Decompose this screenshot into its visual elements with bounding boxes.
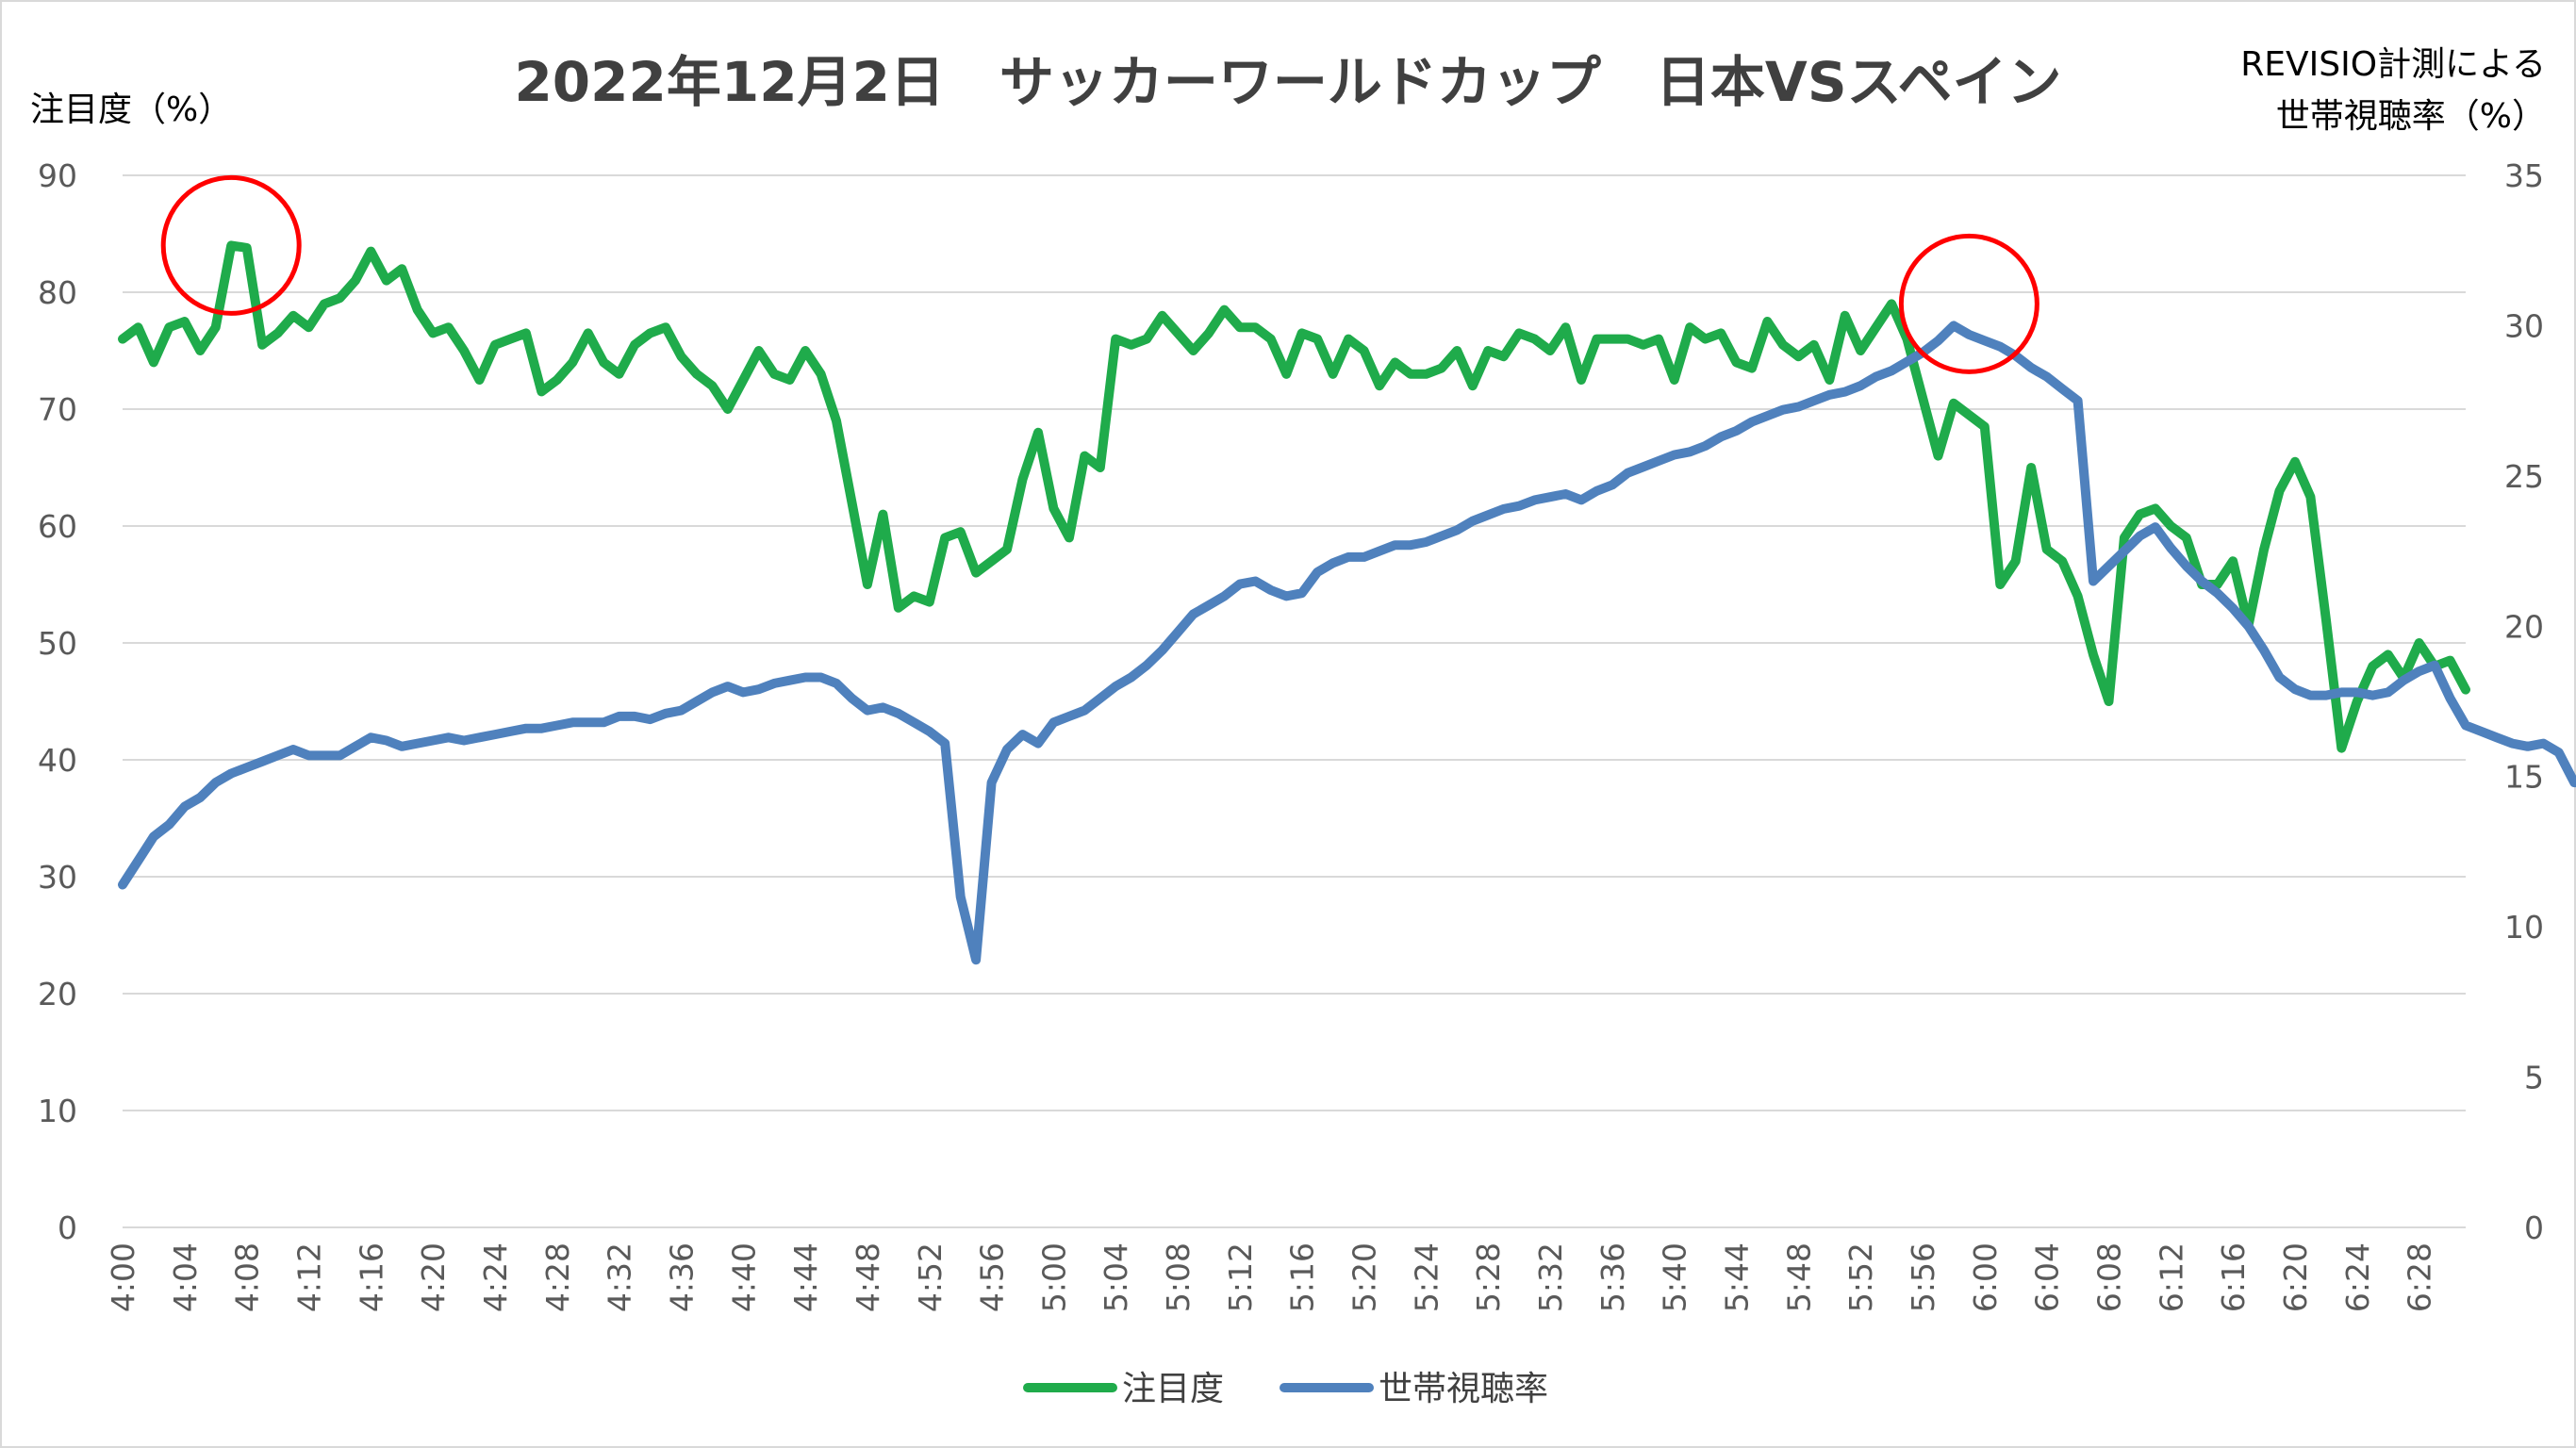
x-tick-label: 5:32 — [1532, 1242, 1569, 1312]
left-axis-ticks: 0 10 20 30 40 50 60 70 80 90 — [38, 157, 77, 1246]
x-tick-label: 6:28 — [2402, 1242, 2438, 1312]
y-left-tick-label: 0 — [58, 1209, 77, 1246]
x-tick-label: 6:04 — [2029, 1242, 2066, 1312]
y-right-tick-label: 5 — [2524, 1060, 2544, 1096]
x-tick-label: 4:56 — [974, 1242, 1011, 1312]
x-tick-label: 4:12 — [290, 1242, 327, 1312]
series-layer — [118, 240, 2576, 965]
x-tick-label: 4:36 — [663, 1242, 700, 1312]
legend: 注目度 世帯視聴率 — [1023, 1370, 1548, 1408]
y-right-tick-label: 35 — [2504, 157, 2544, 194]
grid-layer — [123, 174, 2466, 1228]
annotation-layer — [160, 174, 2039, 374]
y-right-tick-label: 25 — [2504, 458, 2544, 495]
y-right-tick-label: 0 — [2524, 1209, 2544, 1246]
y-left-tick-label: 60 — [38, 508, 77, 545]
x-tick-label: 5:00 — [1035, 1242, 1072, 1312]
x-tick-label: 4:16 — [353, 1242, 389, 1312]
x-tick-label: 4:28 — [539, 1242, 576, 1312]
x-tick-label: 5:24 — [1408, 1242, 1445, 1312]
y-left-tick-label: 50 — [38, 625, 77, 662]
x-tick-label: 5:28 — [1470, 1242, 1507, 1312]
x-tick-label: 4:40 — [725, 1242, 762, 1312]
right-axis-title-line2: 世帯視聴率（%） — [2276, 97, 2546, 136]
x-tick-label: 5:36 — [1594, 1242, 1631, 1312]
right-axis-ticks: 0 5 10 15 20 25 30 35 — [2504, 157, 2544, 1246]
legend-label-rating: 世帯視聴率 — [1379, 1370, 1548, 1408]
x-tick-label: 4:32 — [602, 1242, 638, 1312]
x-tick-label: 5:52 — [1842, 1242, 1879, 1312]
y-left-tick-label: 20 — [38, 976, 77, 1012]
y-left-tick-label: 70 — [38, 391, 77, 428]
x-tick-label: 5:12 — [1222, 1242, 1259, 1312]
x-tick-label: 4:24 — [477, 1242, 514, 1312]
x-tick-label: 5:40 — [1657, 1242, 1693, 1312]
left-axis-title: 注目度（%） — [30, 90, 232, 129]
x-tick-label: 5:48 — [1780, 1242, 1817, 1312]
x-tick-label: 4:52 — [912, 1242, 949, 1312]
legend-label-attention: 注目度 — [1122, 1370, 1224, 1408]
highlight-circle-1 — [160, 174, 302, 316]
series-line-rating — [118, 321, 2576, 965]
x-tick-label: 5:20 — [1346, 1242, 1383, 1312]
y-left-tick-label: 40 — [38, 742, 77, 779]
x-axis-ticks: 4:00 4:04 4:08 4:12 4:16 4:20 4:24 4:28 4:32 4:36… — [105, 1242, 2438, 1312]
x-tick-label: 5:08 — [1160, 1242, 1197, 1312]
series-line-attention — [118, 240, 2470, 753]
y-left-tick-label: 30 — [38, 859, 77, 896]
x-tick-label: 5:16 — [1284, 1242, 1321, 1312]
x-tick-label: 5:04 — [1098, 1242, 1134, 1312]
x-tick-label: 6:08 — [2090, 1242, 2127, 1312]
x-tick-label: 6:12 — [2153, 1242, 2189, 1312]
x-tick-label: 5:44 — [1719, 1242, 1756, 1312]
y-left-tick-label: 80 — [38, 274, 77, 311]
chart-title: 2022年12月2日 サッカーワールドカップ 日本VSスペイン — [514, 50, 2061, 114]
highlight-circle-2 — [1898, 233, 2039, 374]
x-tick-label: 4:08 — [229, 1242, 266, 1312]
y-right-tick-label: 30 — [2504, 307, 2544, 344]
y-right-tick-label: 20 — [2504, 608, 2544, 645]
y-right-tick-label: 10 — [2504, 909, 2544, 946]
x-tick-label: 4:00 — [105, 1242, 141, 1312]
x-tick-label: 6:20 — [2277, 1242, 2314, 1312]
y-left-tick-label: 10 — [38, 1093, 77, 1129]
x-tick-label: 4:04 — [167, 1242, 204, 1312]
x-tick-label: 5:56 — [1905, 1242, 1941, 1312]
right-axis-title-line1: REVISIO計測による — [2240, 45, 2546, 84]
x-tick-label: 6:00 — [1967, 1242, 2004, 1312]
x-tick-label: 4:44 — [787, 1242, 824, 1312]
x-tick-label: 4:48 — [850, 1242, 886, 1312]
x-tick-label: 6:16 — [2215, 1242, 2252, 1312]
x-tick-label: 4:20 — [415, 1242, 452, 1312]
x-tick-label: 6:24 — [2339, 1242, 2376, 1312]
y-left-tick-label: 90 — [38, 157, 77, 194]
y-right-tick-label: 15 — [2504, 759, 2544, 796]
